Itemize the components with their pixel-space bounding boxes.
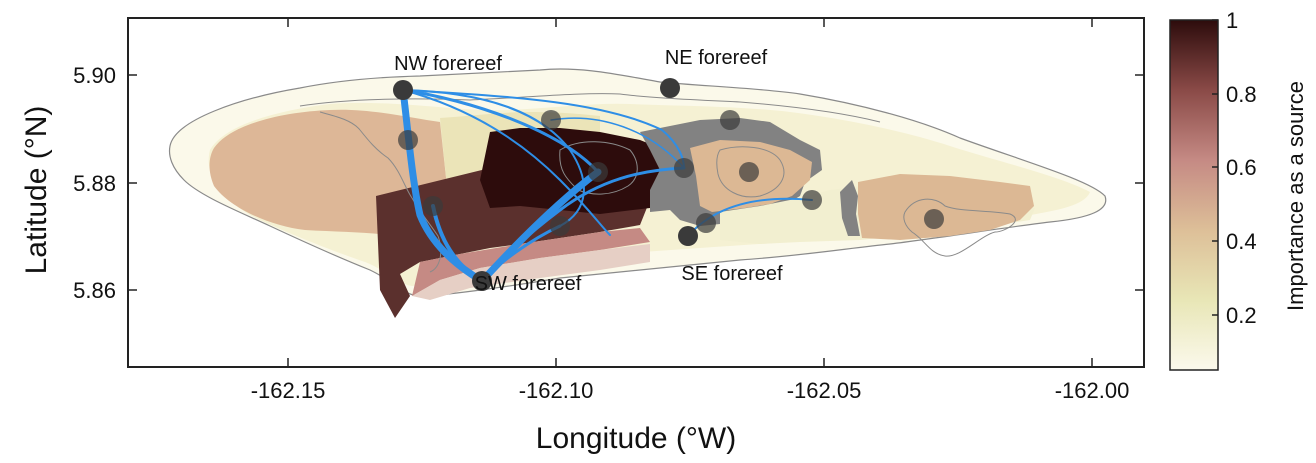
site-ne-lagoon (720, 110, 740, 130)
site-se-lagoon (696, 213, 716, 233)
lagoon-contour-e (903, 198, 1016, 257)
x-tick-label: -162.10 (519, 378, 594, 403)
nw-forereef-label: NW forereef (394, 53, 502, 75)
connection-nw-mid (402, 89, 611, 236)
site-central-lagoon (588, 162, 608, 182)
e-shallow-region (840, 180, 860, 236)
colorbar-tick-label: 0.4 (1226, 229, 1257, 254)
colorbar (1169, 19, 1219, 371)
colorbar-tick-label: 0.2 (1226, 303, 1257, 328)
e-sector (858, 174, 1034, 240)
site-ne-central (674, 158, 694, 178)
connection-nw-central (401, 88, 600, 174)
lagoon-contour-central (559, 141, 638, 195)
colorbar-ticks (1212, 19, 1218, 316)
site-far-east (924, 209, 944, 229)
plot-frame (127, 17, 1145, 368)
connection-nw-south (402, 89, 585, 227)
connection-nw-ne (402, 89, 685, 169)
sw-light-strip (412, 244, 650, 300)
y-tick-label: 5.88 (73, 171, 116, 196)
site-sw-forereef (472, 271, 492, 291)
sw-mid-sector (412, 228, 650, 296)
colorbar-tick-label: 1 (1226, 8, 1238, 33)
lagoon-contour-ne (716, 146, 785, 198)
se-forereef-label: SE forereef (681, 263, 783, 285)
lagoon-contour (319, 111, 442, 273)
x-axis-title: Longitude (°W) (536, 422, 736, 455)
central-dark-sector (480, 128, 690, 214)
colorbar-tick-label: 0.8 (1226, 82, 1257, 107)
connection-nw-sw (399, 86, 486, 285)
colorbar-tick-label: 0.6 (1226, 155, 1257, 180)
site-s-lagoon (550, 216, 570, 236)
reef-sites (393, 78, 944, 291)
sw-forereef-label: SW forereef (475, 273, 582, 295)
y-tick-label: 5.86 (73, 278, 116, 303)
axis-ticks (128, 18, 1144, 367)
connectivity-network (399, 86, 813, 285)
colorbar-title: Importance as a source (1283, 81, 1308, 311)
x-tick-label: -162.05 (787, 378, 862, 403)
site-n-lagoon (541, 110, 561, 130)
site-se-forereef (678, 226, 698, 246)
connection-ne-sw (480, 166, 686, 283)
connection-n-ne (550, 117, 685, 169)
site-nw-forereef (393, 80, 413, 100)
x-tick-label: -162.00 (1055, 378, 1130, 403)
y-tick-label: 5.90 (73, 63, 116, 88)
site-ne-forereef (660, 78, 680, 98)
site-ne-east (739, 162, 759, 182)
site-nw-lagoon (398, 130, 418, 150)
x-tick-label: -162.15 (251, 378, 326, 403)
site-e-lagoon (802, 190, 822, 210)
site-w-lagoon (423, 196, 443, 216)
y-axis-title: Latitude (°N) (20, 106, 53, 275)
ne-forereef-label: NE forereef (665, 47, 768, 69)
